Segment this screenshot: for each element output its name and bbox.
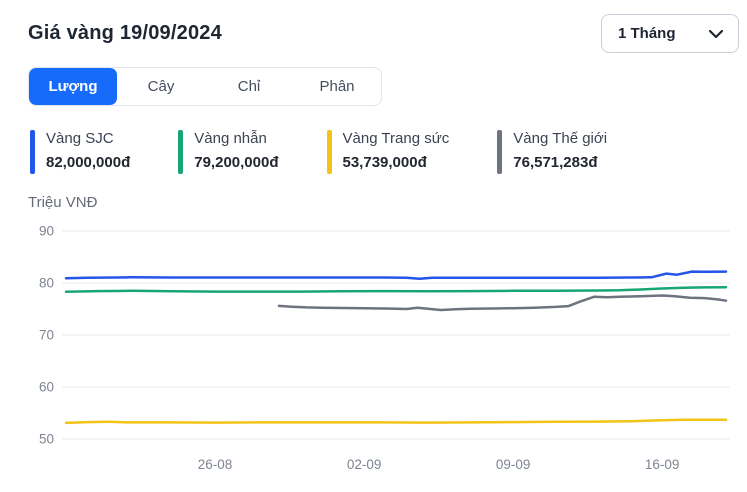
y-axis-tick: 80 [39, 276, 54, 291]
x-axis-tick: 02-09 [347, 457, 382, 472]
tab-luong[interactable]: Lượng [29, 68, 117, 105]
legend-item-the-gioi: Vàng Thế giới 76,571,283đ [497, 130, 607, 174]
legend-item-sjc: Vàng SJC 82,000,000đ [30, 130, 130, 174]
y-axis-tick: 50 [39, 432, 54, 447]
legend-color-bar [178, 130, 184, 174]
legend-color-bar [30, 130, 35, 174]
tab-chi[interactable]: Chỉ [205, 68, 293, 105]
series-line-vàng-trang-sức [64, 418, 728, 425]
page-title: Giá vàng 19/09/2024 [28, 22, 222, 44]
legend-item-trang-suc: Vàng Trang sức 53,739,000đ [326, 130, 450, 174]
period-dropdown-value: 1 Tháng [618, 25, 676, 42]
header: Giá vàng 19/09/2024 1 Tháng [0, 0, 747, 53]
chart-area: 90 80 70 60 50 26-08 02-09 09-09 16-09 [24, 215, 747, 486]
legend-name: Vàng nhẫn [194, 130, 267, 147]
legend-name: Vàng SJC [46, 130, 114, 147]
y-axis-tick: 60 [39, 380, 54, 395]
legend-name: Vàng Trang sức [342, 130, 450, 147]
series-line-vàng-thế-giới [277, 294, 728, 312]
legend-color-bar [326, 130, 332, 174]
series-line-vàng-sjc [64, 270, 728, 281]
x-axis-tick: 09-09 [496, 457, 531, 472]
legend-value: 76,571,283đ [513, 154, 598, 171]
tab-phan[interactable]: Phân [293, 68, 381, 105]
x-axis-tick: 16-09 [645, 457, 680, 472]
x-axis-tick: 26-08 [198, 457, 233, 472]
unit-tabs: Lượng Cây Chỉ Phân [28, 67, 382, 106]
y-axis-tick: 90 [39, 224, 54, 239]
legend-name: Vàng Thế giới [513, 130, 608, 147]
legend-value: 53,739,000đ [342, 154, 427, 171]
legend-item-nhan: Vàng nhẫn 79,200,000đ [178, 130, 279, 174]
tab-cay[interactable]: Cây [117, 68, 205, 105]
legend-color-bar [497, 130, 503, 174]
price-chart: 90 80 70 60 50 26-08 02-09 09-09 16-09 [39, 224, 730, 472]
series-line-vàng-nhẫn [64, 285, 728, 294]
period-dropdown[interactable]: 1 Tháng [601, 14, 739, 53]
price-legend: Vàng SJC 82,000,000đ Vàng nhẫn 79,200,00… [30, 130, 747, 174]
chevron-down-icon [708, 29, 724, 39]
chart-unit-label: Triệu VNĐ [28, 194, 98, 211]
legend-value: 79,200,000đ [194, 154, 279, 171]
y-axis-tick: 70 [39, 328, 54, 343]
legend-value: 82,000,000đ [46, 154, 131, 171]
